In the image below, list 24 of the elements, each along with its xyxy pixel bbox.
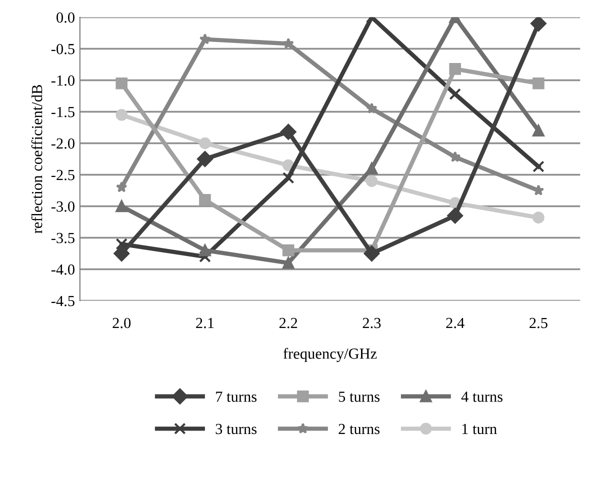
x-tick-label: 2.2 [279, 318, 298, 328]
y-tick-label: -4.0 [51, 264, 74, 275]
legend-label: 7 turns [216, 392, 257, 402]
legend-label: 2 turns [338, 424, 380, 434]
legend-label: 3 turns [216, 424, 257, 434]
y-tick-label: -2.5 [51, 170, 74, 180]
x-tick-label: 2.0 [112, 318, 131, 328]
y-tick-label: -3.0 [51, 201, 74, 212]
x-axis-title: frequency/GHz [283, 348, 377, 362]
y-axis-title: reflection coefficient/dB [31, 85, 42, 234]
x-tick-label: 2.1 [196, 318, 214, 328]
y-tick-label: -1.0 [51, 75, 74, 86]
legend-label: 4 turns [461, 392, 503, 402]
y-tick-label: -2.0 [51, 138, 74, 149]
y-tick-label: -3.5 [51, 232, 74, 244]
x-tick-label: 2.5 [530, 318, 548, 328]
y-tick-label: -1.5 [51, 106, 74, 118]
legend-label: 5 turns [338, 392, 380, 402]
y-tick-label: -4.5 [51, 296, 74, 306]
y-tick-label: -0.5 [51, 44, 74, 54]
y-tick-label: 0.0 [56, 12, 74, 23]
legend-label: 1 turn [462, 424, 497, 434]
x-tick-label: 2.3 [362, 318, 381, 328]
x-tick-label: 2.4 [446, 318, 464, 328]
